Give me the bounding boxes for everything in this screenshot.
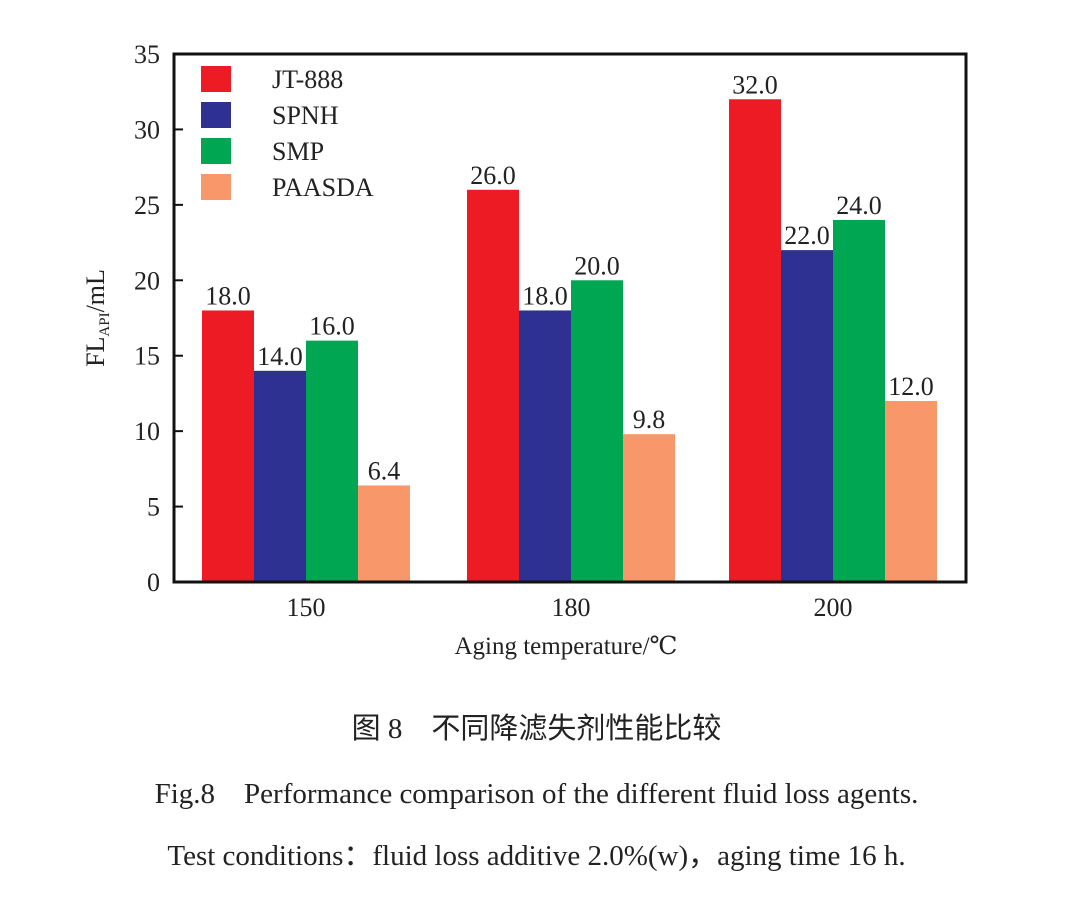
caption-en: Fig.8 Performance comparison of the diff… bbox=[154, 778, 919, 810]
bar-SPNH-200 bbox=[781, 250, 833, 582]
legend-label: JT-888 bbox=[272, 65, 343, 94]
data-label: 22.0 bbox=[784, 221, 830, 250]
legend-swatch bbox=[201, 138, 231, 164]
data-label: 20.0 bbox=[574, 251, 620, 280]
y-tick-label: 0 bbox=[147, 568, 160, 597]
bar-chart: 18.0 26.0 32.0 14.0 18.0 22.0 16.0 20.0 24.0 6.4 9… bbox=[81, 40, 968, 660]
data-label: 24.0 bbox=[836, 191, 882, 220]
y-tick-label: 5 bbox=[147, 493, 160, 522]
x-tick-label: 150 bbox=[287, 593, 326, 622]
data-label: 14.0 bbox=[257, 342, 303, 371]
y-tick-label: 35 bbox=[134, 40, 160, 69]
bar-JT-888-200 bbox=[729, 99, 781, 582]
bar-PAASDA-150 bbox=[358, 485, 410, 582]
legend-label: SPNH bbox=[272, 101, 339, 130]
caption-note: Test conditions：fluid loss additive 2.0%… bbox=[167, 840, 906, 872]
y-tick-label: 20 bbox=[134, 266, 160, 295]
data-label: 18.0 bbox=[205, 281, 251, 310]
y-axis-label: FLAPI/mL bbox=[81, 269, 113, 367]
legend-label: PAASDA bbox=[272, 173, 374, 202]
bar-PAASDA-180 bbox=[623, 434, 675, 582]
bar-SPNH-180 bbox=[519, 310, 571, 582]
y-tick-label: 10 bbox=[134, 417, 160, 446]
bar-SMP-200 bbox=[833, 219, 885, 582]
y-tick-label: 15 bbox=[134, 342, 160, 371]
caption-cn: 图 8 不同降滤失剂性能比较 bbox=[351, 713, 722, 745]
x-tick-label: 200 bbox=[814, 593, 853, 622]
data-label: 18.0 bbox=[522, 281, 568, 310]
x-axis-label: Aging temperature/℃ bbox=[454, 633, 677, 660]
data-label: 16.0 bbox=[309, 312, 355, 341]
bar-PAASDA-200 bbox=[885, 400, 937, 582]
data-label: 9.8 bbox=[633, 405, 666, 434]
bar-JT-888-180 bbox=[467, 189, 519, 582]
x-tick-label: 180 bbox=[552, 593, 591, 622]
data-label: 26.0 bbox=[470, 161, 516, 190]
bar-SMP-150 bbox=[306, 340, 358, 582]
data-label: 12.0 bbox=[888, 372, 934, 401]
data-label: 32.0 bbox=[732, 70, 778, 99]
y-tick-label: 25 bbox=[134, 191, 160, 220]
y-tick-label: 30 bbox=[134, 115, 160, 144]
plot-frame bbox=[172, 52, 968, 584]
legend-label: SMP bbox=[272, 137, 324, 166]
bar-JT-888-150 bbox=[202, 310, 254, 582]
legend-swatch bbox=[201, 66, 231, 92]
bar-SMP-180 bbox=[571, 280, 623, 582]
bar-SPNH-150 bbox=[254, 370, 306, 582]
data-label: 6.4 bbox=[368, 456, 401, 485]
legend-swatch bbox=[201, 174, 231, 200]
legend-swatch bbox=[201, 102, 231, 128]
